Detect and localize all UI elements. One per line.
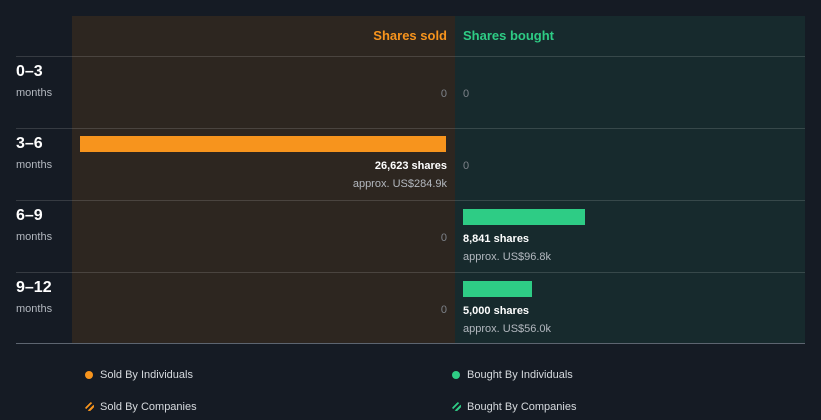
chart-row: 0–3 months 0 0 [0,57,821,129]
legend-label: Bought By Companies [467,401,577,413]
row-divider [16,128,805,129]
legend-label: Sold By Companies [100,401,197,413]
bought-bar [463,281,532,297]
legend-dot-icon [452,371,460,379]
bought-bar [463,209,585,225]
row-divider [16,272,805,273]
sold-shares-label: 26,623 shares [374,160,447,172]
legend-hatch-icon [85,402,94,411]
sold-zero-label: 0 [440,304,447,316]
period-label: 6–9 [16,207,43,224]
period-unit-label: months [16,87,53,99]
chart-row: 9–12 months 0 5,000 shares approx. US$56.0k [0,273,821,345]
sold-panel [72,16,455,343]
bought-shares-label: 5,000 shares [463,305,530,317]
legend-label: Bought By Individuals [467,369,573,381]
bought-zero-label: 0 [463,160,470,172]
chart-row: 6–9 months 0 8,841 shares approx. US$96.8k [0,201,821,273]
period-label: 3–6 [16,135,43,152]
sold-zero-label: 0 [440,232,447,244]
chart-baseline [16,343,805,344]
period-label: 0–3 [16,63,43,80]
bought-shares-label: 8,841 shares [463,233,530,245]
period-unit-label: months [16,231,53,243]
legend-hatch-icon [452,402,461,411]
sold-bar [80,136,446,152]
bought-value-label: approx. US$96.8k [463,251,552,263]
row-divider [16,200,805,201]
row-divider [16,56,805,57]
shares-sold-header: Shares sold [373,28,447,43]
sold-value-label: approx. US$284.9k [352,178,447,190]
sold-zero-label: 0 [440,88,447,100]
legend-label: Sold By Individuals [100,369,193,381]
period-unit-label: months [16,159,53,171]
bought-zero-label: 0 [463,88,470,100]
shares-bought-header: Shares bought [463,28,555,43]
bought-value-label: approx. US$56.0k [463,323,552,335]
period-unit-label: months [16,303,53,315]
legend-dot-icon [85,371,93,379]
period-label: 9–12 [16,279,52,296]
chart-row: 3–6 months 26,623 shares approx. US$284.9k 0 [0,129,821,201]
